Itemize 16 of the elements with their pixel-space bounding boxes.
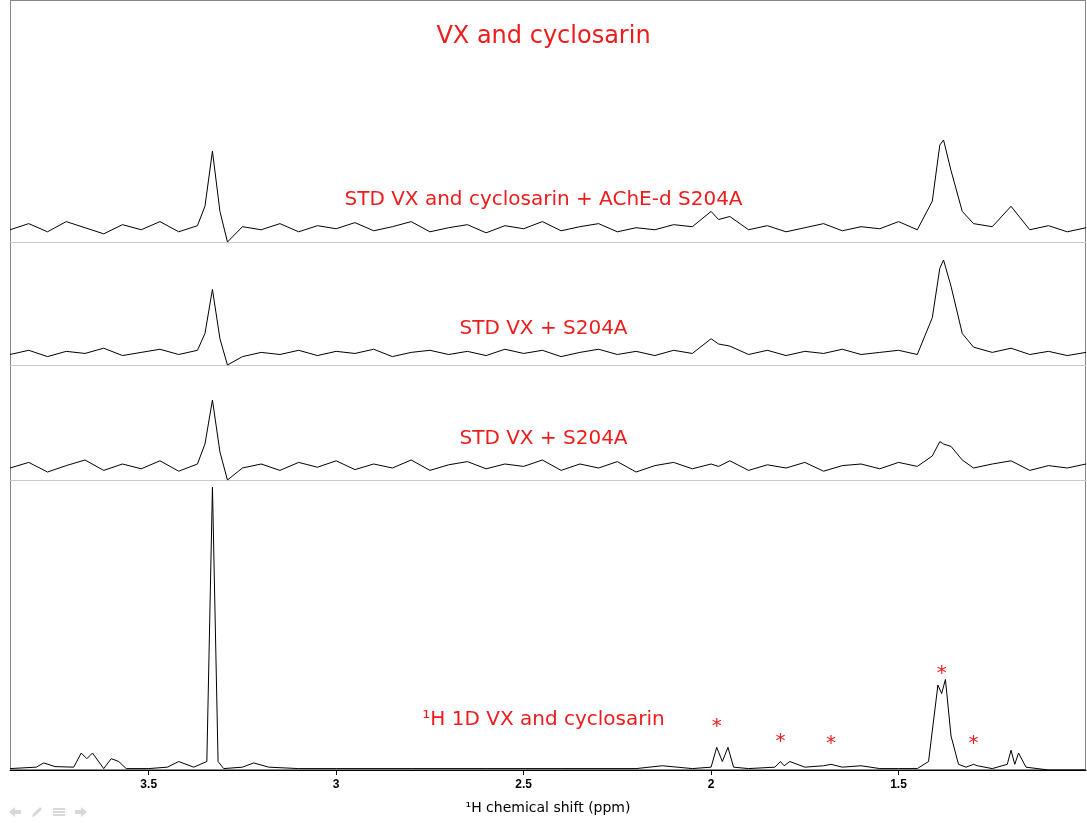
annotation: * — [826, 730, 837, 755]
x-tick-label: 2.5 — [515, 777, 533, 791]
x-axis-title: ¹H chemical shift (ppm) — [465, 799, 631, 815]
text: STD VX and cyclosarin + AChE-d S204A — [344, 186, 743, 210]
x-tick-label: 2 — [707, 777, 715, 791]
chart-title: VX and cyclosarin — [436, 21, 651, 49]
text: STD VX + S204A — [459, 315, 628, 339]
x-tick-label: 3 — [332, 777, 340, 791]
x-tick-label: 1.5 — [890, 777, 908, 791]
x-tick-label: 3.5 — [140, 777, 158, 791]
text: ¹H 1D VX and cyclosarin — [422, 706, 665, 730]
annotation: * — [968, 730, 979, 755]
annotation: * — [711, 713, 722, 738]
annotation: * — [775, 727, 786, 752]
text: STD VX + S204A — [459, 425, 628, 449]
annotation: * — [936, 659, 947, 684]
